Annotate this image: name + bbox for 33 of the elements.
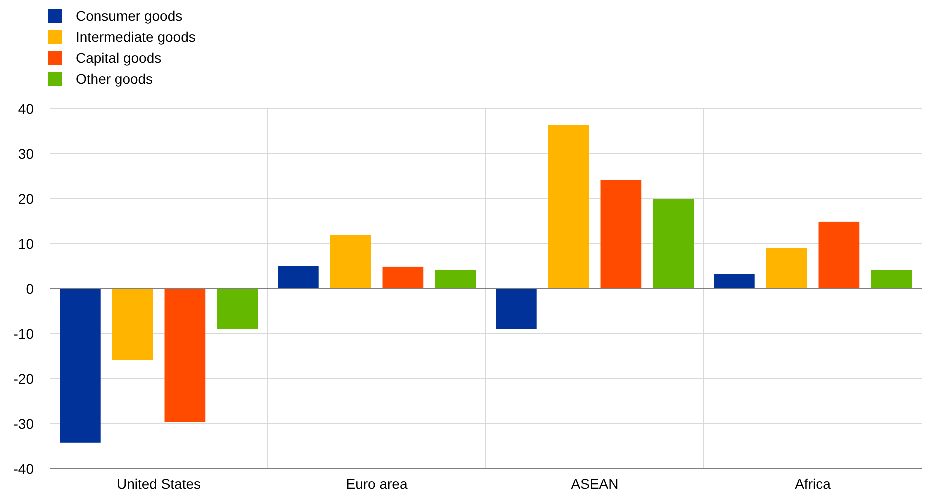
y-tick-label: -30	[14, 416, 34, 432]
y-tick-label: -10	[14, 326, 34, 342]
bar	[382, 266, 424, 289]
bar	[548, 125, 590, 289]
y-tick-label: 0	[26, 280, 34, 297]
y-tick-label: 40	[18, 100, 34, 117]
bar	[714, 274, 755, 289]
bar	[766, 248, 808, 289]
bar	[164, 289, 206, 422]
legend-label: Capital goods	[76, 50, 162, 66]
x-tick-label: Euro area	[346, 476, 408, 492]
legend-label: Consumer goods	[76, 8, 183, 24]
x-tick-label: ASEAN	[571, 476, 619, 492]
y-tick-label: -40	[14, 460, 34, 477]
x-tick-label: Africa	[795, 476, 832, 492]
bar	[330, 235, 372, 289]
x-tick-label: United States	[116, 476, 202, 492]
bar	[496, 289, 537, 330]
bar	[60, 289, 101, 443]
legend-label: Other goods	[76, 70, 154, 87]
bar	[112, 289, 154, 360]
bar	[435, 270, 476, 289]
bar	[278, 266, 319, 289]
bar	[600, 180, 642, 289]
y-tick-label: 10	[18, 236, 34, 252]
bar	[871, 270, 912, 289]
bar	[217, 289, 258, 330]
bar	[818, 222, 860, 289]
y-tick-label: 20	[18, 190, 34, 207]
y-tick-label: 30	[18, 146, 34, 162]
legend-label: Intermediate goods	[76, 28, 196, 45]
y-tick-label: -20	[14, 370, 34, 387]
bar	[653, 199, 694, 289]
